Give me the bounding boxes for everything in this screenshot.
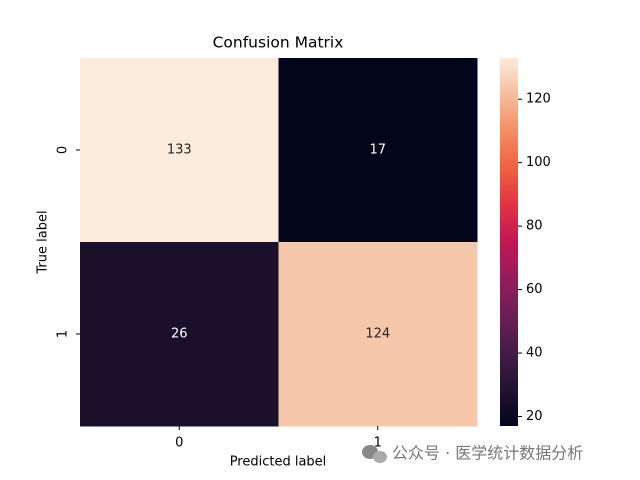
heatmap-cell [80,58,279,243]
watermark-icon [362,445,387,463]
cell-label: 133 [167,143,192,158]
y-tick-label: 1 [56,330,71,338]
watermark: 公众号 · 医学统计数据分析 [392,444,583,463]
colorbar-tick-label: 60 [526,282,543,297]
colorbar-tick-label: 120 [526,92,551,107]
colorbar-tick-label: 100 [526,155,551,170]
cell-label: 26 [171,327,188,342]
colorbar-tick-label: 20 [526,409,543,424]
cell-label: 124 [365,327,390,342]
cell-label: 17 [369,143,386,158]
heatmap-cell [278,58,478,243]
y-tick-label: 0 [56,146,71,154]
x-axis-label: Predicted label [230,455,327,470]
chart-title: Confusion Matrix [213,34,344,52]
colorbar-tick-label: 40 [526,346,543,361]
colorbar [500,58,518,426]
heatmap-cell [278,242,478,427]
x-tick-label: 0 [175,436,183,451]
colorbar-tick-label: 80 [526,219,543,234]
x-tick-label: 1 [374,436,382,451]
y-axis-label: True label [36,210,51,274]
heatmap-cell [80,242,279,427]
